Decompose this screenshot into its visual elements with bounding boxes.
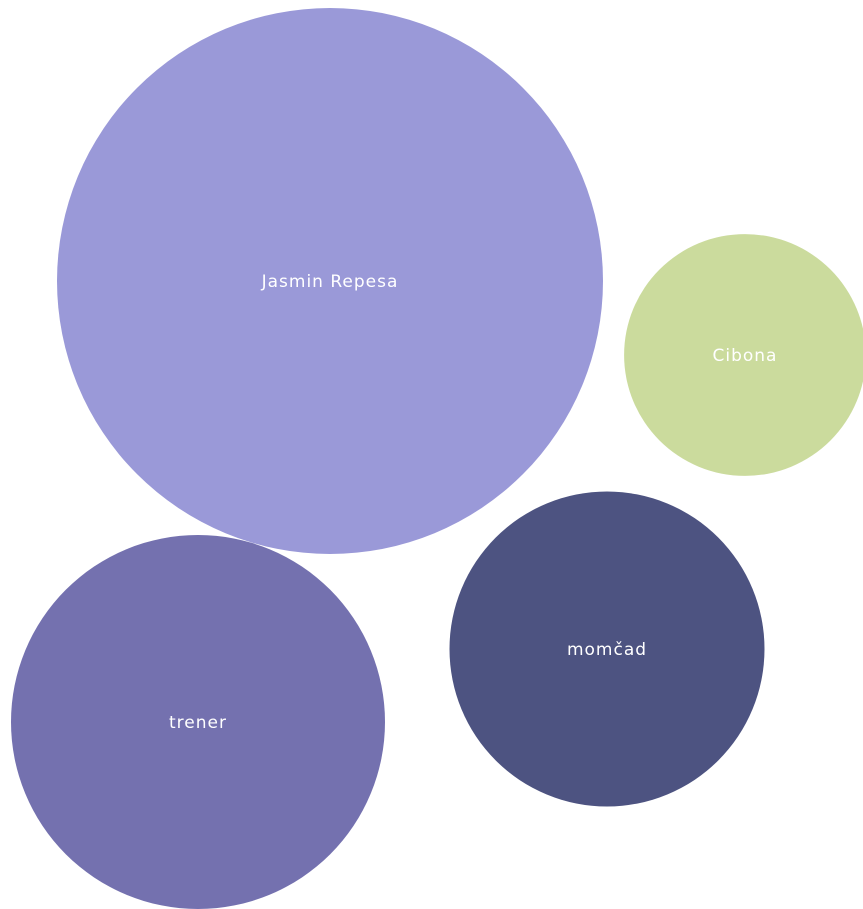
bubble-circle-cibona[interactable] — [624, 234, 863, 476]
bubble-label-mom-ad: momčad — [567, 640, 647, 660]
bubble-circle-trener[interactable] — [11, 535, 385, 909]
bubble-circle-jasmin-repesa[interactable] — [57, 8, 603, 554]
bubble-cibona[interactable]: Cibona — [624, 234, 863, 476]
bubble-label-jasmin-repesa: Jasmin Repesa — [261, 272, 399, 292]
bubble-mom-ad[interactable]: momčad — [449, 491, 765, 807]
bubble-label-cibona: Cibona — [713, 346, 778, 366]
bubble-trener[interactable]: trener — [11, 535, 385, 909]
bubble-jasmin-repesa[interactable]: Jasmin Repesa — [57, 8, 603, 554]
bubble-label-trener: trener — [169, 713, 227, 733]
bubble-circle-mom-ad[interactable] — [449, 491, 765, 807]
